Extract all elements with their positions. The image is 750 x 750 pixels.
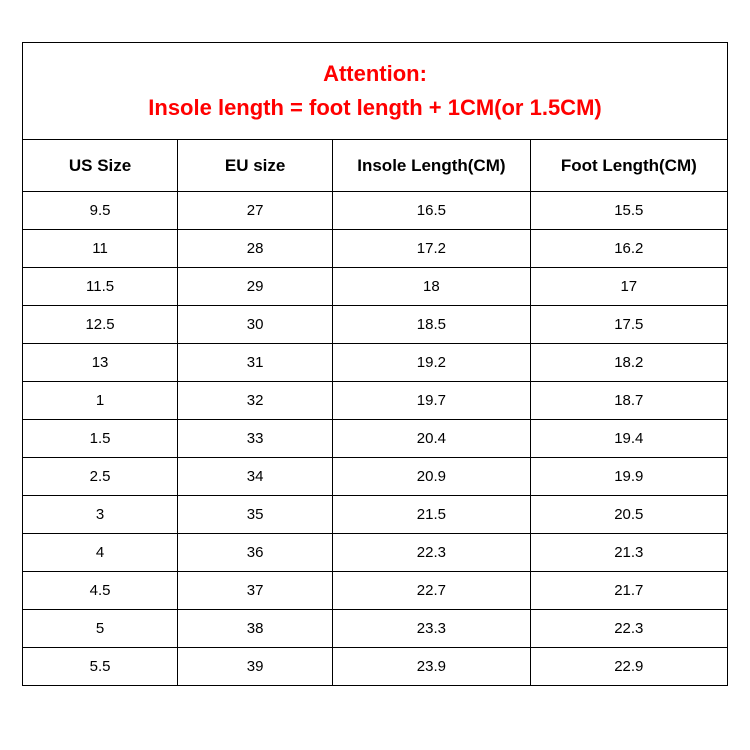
header-us: US Size — [23, 140, 178, 192]
cell: 17.5 — [530, 306, 727, 344]
cell: 19.9 — [530, 458, 727, 496]
cell: 22.7 — [333, 572, 530, 610]
cell: 20.5 — [530, 496, 727, 534]
cell: 12.5 — [23, 306, 178, 344]
cell: 36 — [178, 534, 333, 572]
cell: 31 — [178, 344, 333, 382]
cell: 20.9 — [333, 458, 530, 496]
cell: 22.3 — [530, 610, 727, 648]
cell: 20.4 — [333, 420, 530, 458]
attention-line-1: Attention: — [29, 57, 721, 91]
cell: 22.9 — [530, 648, 727, 686]
cell: 38 — [178, 610, 333, 648]
cell: 16.2 — [530, 230, 727, 268]
cell: 32 — [178, 382, 333, 420]
cell: 35 — [178, 496, 333, 534]
cell: 28 — [178, 230, 333, 268]
cell: 22.3 — [333, 534, 530, 572]
cell: 29 — [178, 268, 333, 306]
table-row: 53823.322.3 — [23, 610, 728, 648]
cell: 21.3 — [530, 534, 727, 572]
cell: 15.5 — [530, 192, 727, 230]
cell: 18.5 — [333, 306, 530, 344]
cell: 1.5 — [23, 420, 178, 458]
cell: 17 — [530, 268, 727, 306]
table-row: 112817.216.2 — [23, 230, 728, 268]
table-row: 9.52716.515.5 — [23, 192, 728, 230]
table-row: 1.53320.419.4 — [23, 420, 728, 458]
cell: 39 — [178, 648, 333, 686]
size-chart-container: Attention: Insole length = foot length +… — [22, 42, 728, 686]
cell: 18.2 — [530, 344, 727, 382]
attention-row: Attention: Insole length = foot length +… — [23, 43, 728, 140]
header-foot: Foot Length(CM) — [530, 140, 727, 192]
table-row: 12.53018.517.5 — [23, 306, 728, 344]
cell: 18.7 — [530, 382, 727, 420]
cell: 33 — [178, 420, 333, 458]
cell: 2.5 — [23, 458, 178, 496]
table-row: 43622.321.3 — [23, 534, 728, 572]
cell: 4 — [23, 534, 178, 572]
cell: 5 — [23, 610, 178, 648]
cell: 18 — [333, 268, 530, 306]
header-eu: EU size — [178, 140, 333, 192]
cell: 11 — [23, 230, 178, 268]
cell: 19.7 — [333, 382, 530, 420]
cell: 34 — [178, 458, 333, 496]
cell: 21.7 — [530, 572, 727, 610]
header-insole: Insole Length(CM) — [333, 140, 530, 192]
table-row: 133119.218.2 — [23, 344, 728, 382]
header-row: US Size EU size Insole Length(CM) Foot L… — [23, 140, 728, 192]
table-row: 11.5291817 — [23, 268, 728, 306]
cell: 23.9 — [333, 648, 530, 686]
cell: 4.5 — [23, 572, 178, 610]
table-row: 4.53722.721.7 — [23, 572, 728, 610]
attention-line-2: Insole length = foot length + 1CM(or 1.5… — [29, 91, 721, 125]
cell: 27 — [178, 192, 333, 230]
cell: 3 — [23, 496, 178, 534]
table-row: 2.53420.919.9 — [23, 458, 728, 496]
cell: 30 — [178, 306, 333, 344]
cell: 16.5 — [333, 192, 530, 230]
cell: 11.5 — [23, 268, 178, 306]
cell: 37 — [178, 572, 333, 610]
cell: 1 — [23, 382, 178, 420]
table-row: 13219.718.7 — [23, 382, 728, 420]
table-row: 33521.520.5 — [23, 496, 728, 534]
cell: 23.3 — [333, 610, 530, 648]
cell: 9.5 — [23, 192, 178, 230]
cell: 13 — [23, 344, 178, 382]
table-body: Attention: Insole length = foot length +… — [23, 43, 728, 686]
table-row: 5.53923.922.9 — [23, 648, 728, 686]
cell: 19.4 — [530, 420, 727, 458]
cell: 21.5 — [333, 496, 530, 534]
cell: 17.2 — [333, 230, 530, 268]
size-table: Attention: Insole length = foot length +… — [22, 42, 728, 686]
cell: 5.5 — [23, 648, 178, 686]
attention-cell: Attention: Insole length = foot length +… — [23, 43, 728, 140]
cell: 19.2 — [333, 344, 530, 382]
